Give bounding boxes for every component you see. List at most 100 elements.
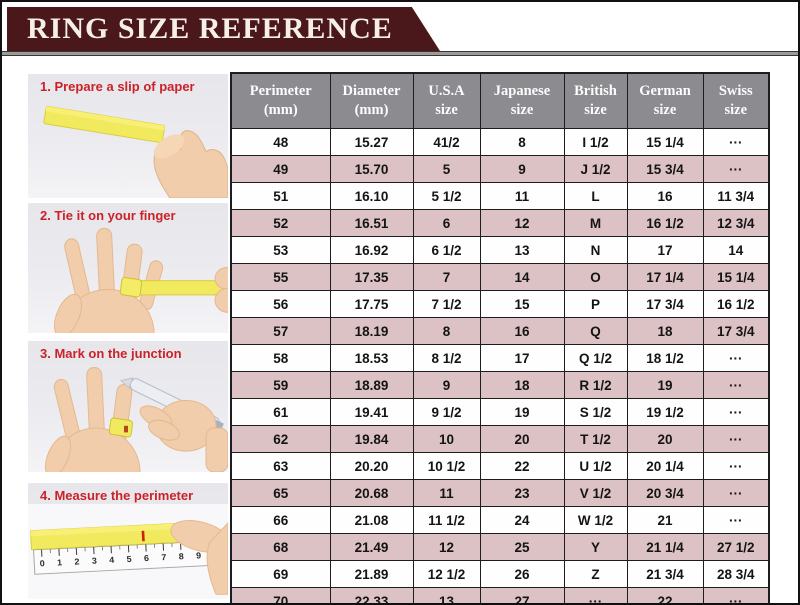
table-cell: 19.84	[329, 425, 414, 453]
table-cell: W 1/2	[563, 506, 628, 534]
table-cell: 15 3/4	[626, 155, 704, 183]
header-line2: size	[510, 102, 534, 118]
step-4-label: 4. Measure the perimeter	[40, 488, 194, 503]
table-cell: 61	[230, 398, 331, 426]
table-cell: 16	[479, 317, 565, 345]
table-row: 52 16.51 6 12 M 16 1/2 12 3/4	[230, 209, 770, 237]
table-cell: 25	[479, 533, 565, 561]
table-cell: 21.49	[329, 533, 414, 561]
table-cell: 12 1/2	[412, 560, 481, 588]
table-cell: 18	[479, 371, 565, 399]
step-2-label: 2. Tie it on your finger	[40, 208, 176, 223]
table-cell: N	[563, 236, 628, 264]
table-cell: 11 1/2	[412, 506, 481, 534]
table-cell: 69	[230, 560, 331, 588]
table-cell: 49	[230, 155, 331, 183]
table-cell: 5	[412, 155, 481, 183]
table-cell: 12	[412, 533, 481, 561]
paper-strip	[108, 417, 133, 438]
header-line1: Diameter	[342, 83, 401, 100]
ruler-number: 8	[179, 551, 185, 561]
table-cell: 22.33	[329, 587, 414, 603]
other-hand	[214, 267, 228, 313]
header-line2: (mm)	[354, 102, 389, 118]
table-cell: J 1/2	[563, 155, 628, 183]
table-row: 70 22.33 13 27 ··· 22 ···	[230, 587, 770, 603]
header-line1: British	[574, 83, 617, 100]
header-line1: U.S.A	[428, 83, 465, 100]
table-cell: M	[563, 209, 628, 237]
table-cell: 19	[626, 371, 704, 399]
ruler-number: 7	[161, 552, 167, 562]
step-1-panel: 1. Prepare a slip of paper	[28, 74, 228, 198]
ruler-number: 6	[144, 553, 150, 563]
table-row: 49 15.70 5 9 J 1/2 15 3/4 ···	[230, 155, 770, 183]
table-cell: 17 1/4	[626, 263, 704, 291]
table-cell: 8 1/2	[412, 344, 481, 372]
table-cell: 7 1/2	[412, 290, 481, 318]
table-cell: 6	[412, 209, 481, 237]
table-cell: 17 3/4	[702, 317, 770, 345]
table-cell: 63	[230, 452, 331, 480]
step-3-label: 3. Mark on the junction	[40, 346, 182, 361]
table-cell: 59	[230, 371, 331, 399]
table-cell: ···	[702, 452, 770, 480]
table-cell: 13	[479, 236, 565, 264]
table-cell: 21.08	[329, 506, 414, 534]
table-cell: R 1/2	[563, 371, 628, 399]
table-cell: 18.19	[329, 317, 414, 345]
table-cell: 20 1/4	[626, 452, 704, 480]
page-title: RING SIZE REFERENCE	[27, 12, 393, 45]
table-cell: 27	[479, 587, 565, 603]
table-header-row: Perimeter (mm) Diameter (mm) U.S.A size Jap…	[230, 72, 770, 129]
table-cell: 22	[626, 587, 704, 603]
table-cell: ···	[702, 371, 770, 399]
table-cell: 21	[626, 506, 704, 534]
table-row: 63 20.20 10 1/2 22 U 1/2 20 1/4 ···	[230, 452, 770, 480]
table-cell: 58	[230, 344, 331, 372]
ruler-number: 3	[92, 556, 98, 566]
table-cell: ···	[702, 398, 770, 426]
table-cell: 10	[412, 425, 481, 453]
table-cell: 20.20	[329, 452, 414, 480]
table-cell: ···	[702, 155, 770, 183]
table-cell: 20.68	[329, 479, 414, 507]
table-row: 68 21.49 12 25 Y 21 1/4 27 1/2	[230, 533, 770, 561]
table-row: 55 17.35 7 14 O 17 1/4 15 1/4	[230, 263, 770, 291]
header-line1: German	[639, 83, 691, 100]
table-cell: 18 1/2	[626, 344, 704, 372]
header-line2: size	[653, 102, 677, 118]
table-cell: ···	[702, 344, 770, 372]
table-cell: 16.51	[329, 209, 414, 237]
table-cell: 21 1/4	[626, 533, 704, 561]
step-1-label: 1. Prepare a slip of paper	[40, 79, 195, 94]
table-cell: 10 1/2	[412, 452, 481, 480]
table-cell: Q 1/2	[563, 344, 628, 372]
table-cell: 17.35	[329, 263, 414, 291]
paper-strip	[119, 276, 228, 298]
table-cell: ···	[702, 128, 770, 156]
table-row: 62 19.84 10 20 T 1/2 20 ···	[230, 425, 770, 453]
table-cell: 16	[626, 182, 704, 210]
table-cell: 13	[412, 587, 481, 603]
table-cell: 17	[479, 344, 565, 372]
table-cell: T 1/2	[563, 425, 628, 453]
table-cell: 65	[230, 479, 331, 507]
table-cell: I 1/2	[563, 128, 628, 156]
step-4-photo: 0 1 2 3 4 5 6 7 8 9	[28, 504, 228, 599]
ruler-number: 5	[126, 554, 132, 564]
table-cell: 20	[479, 425, 565, 453]
table-row: 61 19.41 9 1/2 19 S 1/2 19 1/2 ···	[230, 398, 770, 426]
table-cell: 20	[626, 425, 704, 453]
col-header-diameter: Diameter (mm)	[329, 72, 414, 129]
table-cell: 7	[412, 263, 481, 291]
table-cell: 24	[479, 506, 565, 534]
table-cell: 28 3/4	[702, 560, 770, 588]
ruler-number: 4	[109, 555, 115, 565]
ruler: 0 1 2 3 4 5 6 7 8 9	[32, 538, 222, 575]
col-header-german: German size	[626, 72, 704, 129]
table-cell: 23	[479, 479, 565, 507]
table-cell: 11	[479, 182, 565, 210]
table-cell: 16.92	[329, 236, 414, 264]
header-line2: (mm)	[263, 102, 298, 118]
